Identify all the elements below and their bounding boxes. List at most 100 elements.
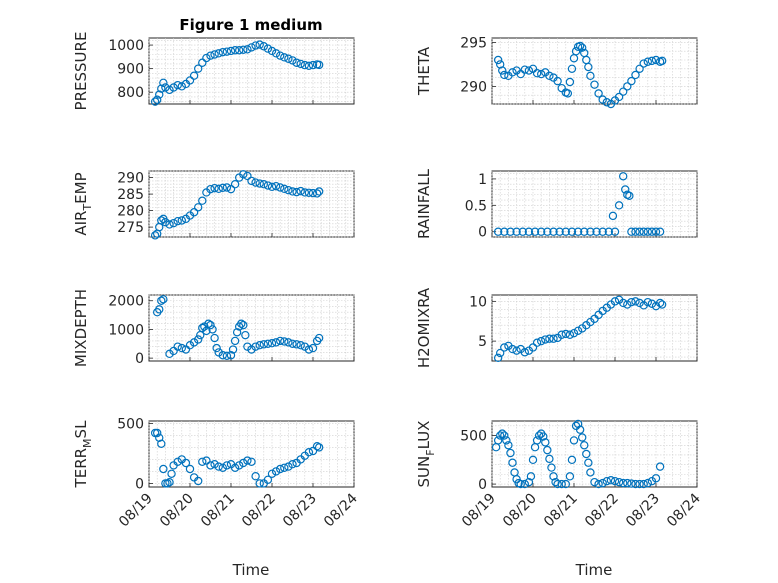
data-point — [614, 92, 624, 102]
data-point — [553, 479, 562, 489]
data-point — [210, 333, 219, 343]
data-point — [639, 59, 648, 68]
data-point — [610, 476, 620, 486]
data-point — [314, 443, 324, 452]
data-point — [520, 479, 530, 489]
y-tick-label: 0 — [135, 351, 144, 367]
data-point — [512, 227, 521, 236]
axes-frame — [491, 420, 698, 488]
y-tick-label: 290 — [117, 171, 144, 187]
data-point — [639, 479, 648, 489]
data-point — [185, 76, 195, 85]
data-point — [206, 320, 215, 330]
data-point — [598, 95, 607, 104]
data-point — [284, 462, 293, 471]
data-point — [222, 351, 232, 361]
data-point — [569, 436, 579, 445]
data-point — [165, 220, 174, 229]
data-point — [280, 184, 289, 194]
data-point — [296, 341, 305, 350]
data-point — [159, 464, 168, 474]
data-point — [647, 56, 657, 66]
data-point — [288, 56, 297, 65]
data-point — [228, 345, 238, 354]
data-point — [169, 83, 178, 92]
data-point — [655, 298, 665, 308]
data-point — [157, 296, 166, 305]
data-point — [206, 51, 215, 60]
data-point — [614, 201, 624, 210]
data-point — [214, 49, 223, 58]
data-point — [606, 476, 616, 485]
data-point — [602, 476, 612, 486]
data-point — [627, 227, 636, 236]
data-point — [234, 46, 244, 55]
data-point — [635, 227, 644, 236]
data-point — [528, 455, 538, 465]
figure-title: Figure 1 medium — [179, 16, 322, 34]
data-point — [619, 87, 628, 96]
x-tick-label: 08/21 — [198, 491, 238, 531]
data-point — [243, 171, 252, 181]
data-point — [292, 58, 301, 67]
data-point — [623, 478, 632, 488]
data-point — [578, 433, 587, 442]
data-point — [280, 53, 289, 62]
data-point — [198, 196, 207, 205]
data-point — [239, 458, 248, 468]
data-point — [150, 97, 160, 106]
data-point — [651, 474, 661, 483]
y-tick-label: 0 — [135, 476, 144, 492]
data-point — [198, 58, 207, 67]
y-tick-label: 800 — [117, 85, 144, 101]
x-tick-label: 08/19 — [459, 491, 499, 531]
data-point — [239, 320, 248, 330]
data-point — [263, 475, 273, 484]
y-tick-label: 280 — [117, 204, 144, 220]
data-point — [623, 82, 632, 91]
data-point — [524, 477, 534, 487]
data-point — [651, 55, 661, 65]
data-point — [177, 343, 186, 353]
subplot-8: 0 500 08/19 08/20 08/21 08/22 08/23 08/24 SUNFLU… — [415, 419, 704, 531]
x-axis-label-right: Time — [575, 561, 613, 579]
data-point — [502, 436, 511, 445]
data-point — [512, 346, 521, 355]
data-point — [155, 433, 164, 442]
data-point — [284, 338, 293, 347]
data-point — [304, 345, 314, 354]
data-point — [210, 460, 219, 469]
data-point — [230, 463, 240, 472]
data-point — [604, 227, 614, 236]
data-point — [526, 472, 536, 481]
data-point — [565, 330, 575, 339]
data-point — [573, 326, 583, 335]
data-point — [590, 80, 599, 89]
data-point — [276, 464, 285, 474]
data-point — [157, 84, 166, 93]
data-point — [251, 41, 260, 50]
data-point — [631, 70, 640, 80]
data-point — [255, 179, 264, 188]
data-point — [232, 328, 242, 337]
y-tick-label: 10 — [469, 294, 487, 310]
axes-frame — [148, 294, 355, 362]
data-point — [493, 436, 503, 445]
data-point — [280, 463, 289, 472]
data-point — [312, 189, 322, 198]
axes-frame — [491, 170, 698, 238]
data-point — [251, 178, 260, 187]
y-axis-label: SUNFLUX — [415, 421, 437, 488]
data-point — [625, 191, 634, 201]
data-point — [545, 454, 554, 464]
data-point — [657, 56, 667, 66]
data-point — [163, 479, 172, 488]
data-point — [655, 227, 665, 236]
subplot-5: 0 1000 2000 MIXDEPTH — [72, 289, 355, 367]
x-axis-label-left: Time — [232, 561, 270, 579]
x-tick-label: 08/24 — [321, 490, 361, 530]
data-point — [292, 340, 301, 349]
data-point — [218, 351, 227, 360]
data-point — [150, 231, 160, 240]
